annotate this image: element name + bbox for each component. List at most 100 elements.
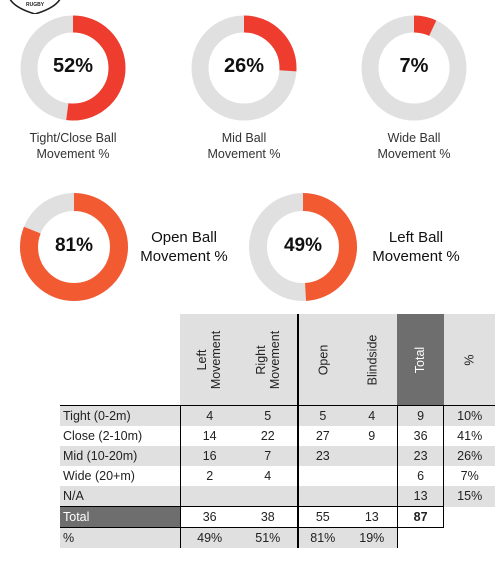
table-cell: 19%	[346, 527, 398, 548]
table-cell	[296, 486, 347, 507]
table-cell: 5	[296, 405, 347, 426]
column-header: %	[443, 314, 495, 406]
donut-ring	[20, 193, 128, 301]
table-cell	[346, 466, 398, 486]
row-label: Wide (20+m)	[60, 466, 181, 486]
column-header: Right Movement	[238, 314, 298, 406]
donut-value: 52%	[52, 55, 94, 77]
table-cell: 27	[296, 426, 347, 446]
table-cell: 10%	[457, 409, 483, 423]
row-label: Total	[60, 506, 181, 528]
donut-mid: 26%	[191, 15, 297, 121]
table-cell: 16	[202, 449, 217, 463]
table-cell: 13	[346, 506, 398, 528]
table-cell: 81%	[296, 527, 347, 548]
table-cell: 5	[264, 409, 272, 423]
table-cell: 13	[397, 486, 445, 507]
donut-ring	[249, 193, 357, 301]
table-cell: 26%	[457, 449, 483, 463]
table-cell	[296, 466, 347, 486]
table-cell: 36	[397, 426, 445, 446]
table-cell: 2	[206, 469, 214, 483]
table-cell: 9	[397, 405, 445, 426]
table-cell: 23	[296, 446, 347, 466]
donut-caption: Mid Ball Movement %	[184, 130, 304, 162]
donut-ring	[361, 15, 467, 121]
ring-fill	[191, 15, 297, 121]
table-row: N/A 13 15%	[60, 486, 495, 507]
donut-caption: Wide Ball Movement %	[354, 130, 474, 162]
donut-open: 81%	[19, 192, 129, 302]
table-cell: 23	[397, 446, 445, 466]
table-cell: 41%	[457, 429, 483, 443]
table-row-total: Total 36 38 55 13 87	[60, 506, 495, 528]
caption-line: Left Ball	[388, 229, 444, 246]
caption-line: Movement %	[377, 147, 451, 161]
table-cell: 7%	[460, 469, 479, 483]
corner-cell	[60, 314, 180, 406]
caption-line: Wide Ball	[387, 131, 441, 145]
table-cell	[180, 486, 238, 507]
grand-total-cell: 87	[397, 506, 445, 528]
ball-movement-table: Left Movement Right Movement Open Blinds…	[60, 314, 495, 548]
row-label: Mid (10-20m)	[60, 446, 181, 466]
table-cell: 4	[264, 469, 272, 483]
table-row: Mid (10-20m) 16 7 23 23 26%	[60, 446, 495, 466]
ring-fill	[20, 15, 126, 121]
table-cell: 55	[296, 506, 347, 528]
table-cell	[346, 486, 398, 507]
caption-line: Movement %	[140, 248, 228, 265]
ring-fill	[361, 15, 467, 121]
table-cell: 14	[202, 429, 217, 443]
table-cell: 7	[264, 449, 272, 463]
row-label: Tight (0-2m)	[60, 405, 181, 426]
column-header: Total	[397, 314, 444, 406]
table-cell: 6	[397, 466, 445, 486]
donut-ring	[20, 15, 126, 121]
table-cell	[239, 486, 298, 507]
table-cell: 15%	[457, 489, 483, 504]
table-cell	[444, 507, 495, 528]
caption-line: Tight/Close Ball	[29, 131, 117, 145]
caption-line: Movement %	[207, 147, 281, 161]
caption-line: Open Ball	[151, 229, 217, 246]
table-cell	[346, 446, 398, 466]
ring-fill	[249, 193, 357, 301]
table-cell: 4	[206, 409, 214, 423]
table-cell	[397, 527, 444, 548]
donut-value: 7%	[399, 55, 429, 77]
row-label: N/A	[60, 486, 181, 507]
table-row: Tight (0-2m) 4 5 5 4 9 10%	[60, 405, 495, 426]
donut-value: 81%	[54, 235, 94, 256]
table-cell: 22	[260, 429, 275, 443]
column-header: Open	[296, 314, 347, 406]
table-cell: 51%	[255, 531, 281, 545]
table-cell: 38	[238, 506, 298, 528]
donut-left: 49%	[248, 192, 358, 302]
donut-caption: Tight/Close Ball Movement %	[13, 130, 133, 162]
donut-value: 49%	[283, 235, 323, 256]
donut-caption: Left Ball Movement %	[362, 228, 470, 266]
column-header: Blindside	[346, 314, 398, 406]
ring-fill	[20, 193, 128, 301]
rugby-shield-logo: RUGBY	[9, 0, 61, 14]
table-cell: 9	[346, 426, 398, 446]
caption-line: Movement %	[372, 248, 460, 265]
row-label: Close (2-10m)	[60, 426, 181, 446]
table-row-percent: % 49% 51% 81% 19%	[60, 527, 495, 548]
caption-line: Mid Ball	[221, 131, 267, 145]
donut-caption: Open Ball Movement %	[130, 228, 238, 266]
table-cell: 36	[180, 506, 239, 528]
donut-value: 26%	[223, 55, 265, 77]
logo-text: RUGBY	[26, 2, 45, 8]
table-cell: 49%	[197, 531, 223, 545]
table-header-row: Left Movement Right Movement Open Blinds…	[60, 314, 495, 406]
donut-wide: 7%	[361, 15, 467, 121]
table-row: Wide (20+m) 2 4 6 7%	[60, 466, 495, 486]
column-header: Left Movement	[180, 314, 239, 406]
table-cell: 4	[346, 405, 398, 426]
donut-tight-close: 52%	[20, 15, 126, 121]
caption-line: Movement %	[36, 147, 110, 161]
table-cell	[443, 527, 495, 548]
row-label: %	[60, 527, 181, 548]
